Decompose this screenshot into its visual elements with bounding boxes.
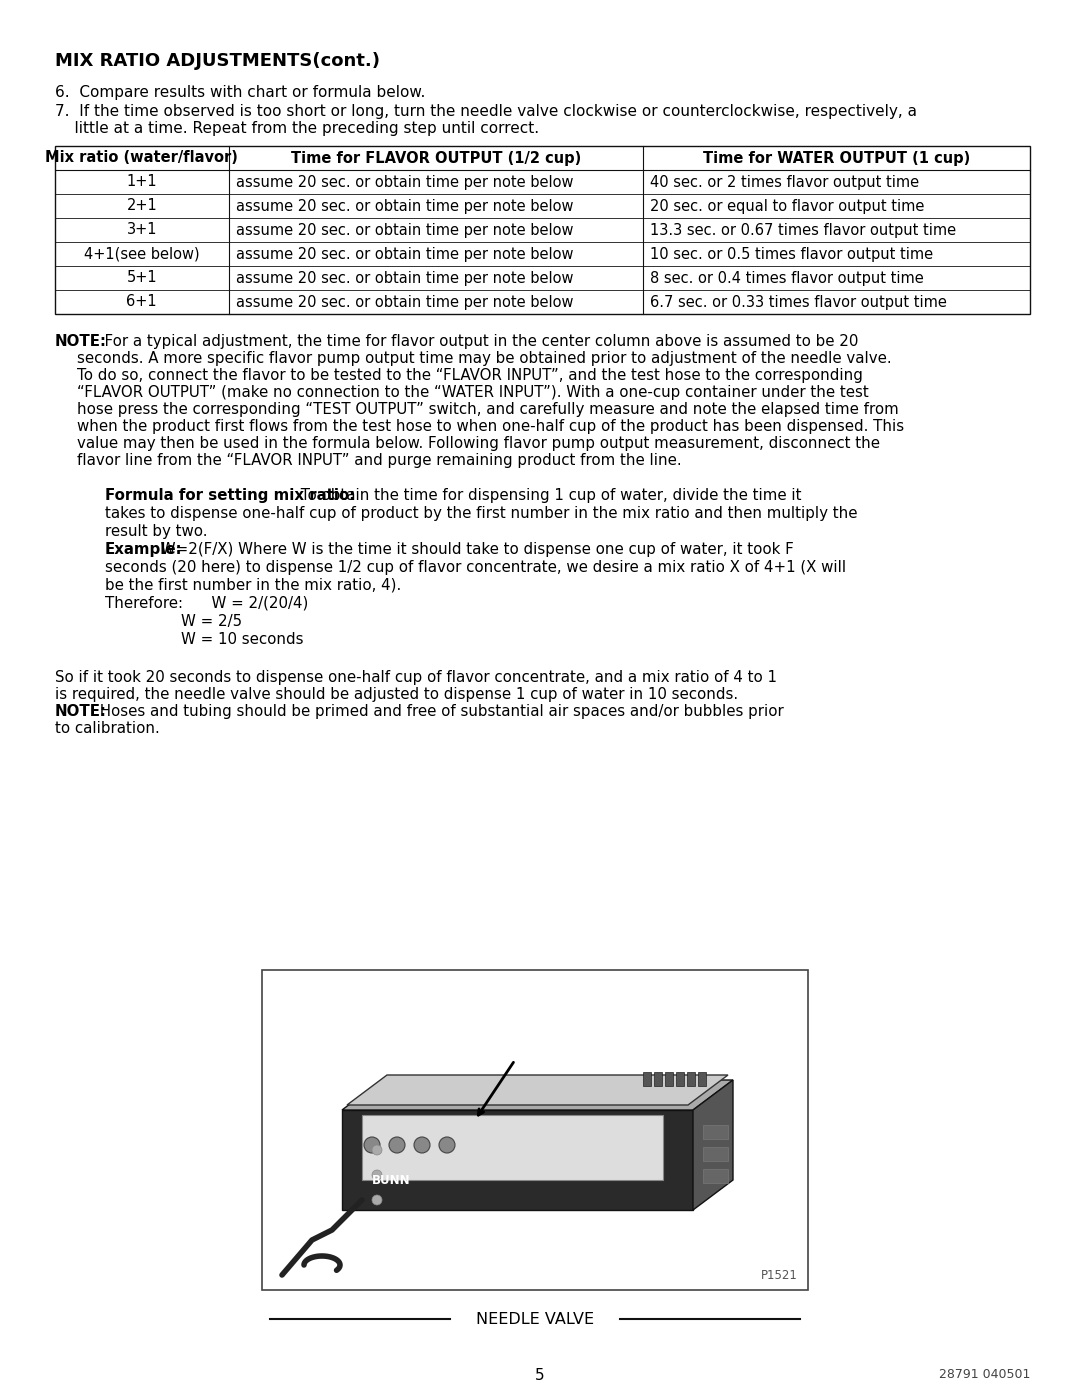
Text: 1+1: 1+1	[126, 175, 157, 190]
Text: 40 sec. or 2 times flavor output time: 40 sec. or 2 times flavor output time	[650, 175, 919, 190]
Text: To do so, connect the flavor to be tested to the “FLAVOR INPUT”, and the test ho: To do so, connect the flavor to be teste…	[77, 367, 863, 383]
Text: NOTE:: NOTE:	[55, 334, 107, 349]
Text: 6+1: 6+1	[126, 295, 157, 310]
Text: W = 2/5: W = 2/5	[105, 615, 242, 629]
Circle shape	[389, 1137, 405, 1153]
Text: flavor line from the “FLAVOR INPUT” and purge remaining product from the line.: flavor line from the “FLAVOR INPUT” and …	[77, 453, 681, 468]
Circle shape	[364, 1137, 380, 1153]
Text: 8 sec. or 0.4 times flavor output time: 8 sec. or 0.4 times flavor output time	[650, 271, 923, 285]
Text: assume 20 sec. or obtain time per note below: assume 20 sec. or obtain time per note b…	[235, 175, 573, 190]
Text: “FLAVOR OUTPUT” (make no connection to the “WATER INPUT”). With a one-cup contai: “FLAVOR OUTPUT” (make no connection to t…	[77, 386, 868, 400]
Text: takes to dispense one-half cup of product by the first number in the mix ratio a: takes to dispense one-half cup of produc…	[105, 506, 858, 521]
Bar	[643, 1071, 651, 1085]
Text: assume 20 sec. or obtain time per note below: assume 20 sec. or obtain time per note b…	[235, 246, 573, 261]
Text: result by two.: result by two.	[105, 524, 207, 539]
Text: P1521: P1521	[761, 1268, 798, 1282]
Text: Therefore:      W = 2/(20/4): Therefore: W = 2/(20/4)	[105, 597, 309, 610]
Text: Example:: Example:	[105, 542, 183, 557]
Circle shape	[438, 1137, 455, 1153]
Bar	[698, 1071, 706, 1085]
Text: assume 20 sec. or obtain time per note below: assume 20 sec. or obtain time per note b…	[235, 295, 573, 310]
Circle shape	[372, 1146, 382, 1155]
Text: 6.7 sec. or 0.33 times flavor output time: 6.7 sec. or 0.33 times flavor output tim…	[650, 295, 947, 310]
Text: assume 20 sec. or obtain time per note below: assume 20 sec. or obtain time per note b…	[235, 222, 573, 237]
Text: when the product first flows from the test hose to when one-half cup of the prod: when the product first flows from the te…	[77, 419, 904, 434]
Bar	[703, 1169, 728, 1183]
Text: NEEDLE VALVE: NEEDLE VALVE	[476, 1312, 594, 1327]
Text: 3+1: 3+1	[126, 222, 157, 237]
Text: 10 sec. or 0.5 times flavor output time: 10 sec. or 0.5 times flavor output time	[650, 246, 933, 261]
Bar	[55, 147, 1030, 314]
Text: 5: 5	[536, 1368, 544, 1383]
Polygon shape	[347, 1076, 728, 1105]
Text: Hoses and tubing should be primed and free of substantial air spaces and/or bubb: Hoses and tubing should be primed and fr…	[95, 704, 784, 719]
Text: 6.  Compare results with chart or formula below.: 6. Compare results with chart or formula…	[55, 85, 426, 101]
Text: little at a time. Repeat from the preceding step until correct.: little at a time. Repeat from the preced…	[55, 122, 539, 136]
Text: W=2(F/X) Where W is the time it should take to dispense one cup of water, it too: W=2(F/X) Where W is the time it should t…	[156, 542, 794, 557]
Text: W = 10 seconds: W = 10 seconds	[105, 631, 303, 647]
Text: hose press the corresponding “TEST OUTPUT” switch, and carefully measure and not: hose press the corresponding “TEST OUTPU…	[77, 402, 899, 416]
Text: Time for FLAVOR OUTPUT (1/2 cup): Time for FLAVOR OUTPUT (1/2 cup)	[291, 151, 581, 165]
Text: 28791 040501: 28791 040501	[939, 1368, 1030, 1382]
Circle shape	[372, 1194, 382, 1206]
Text: To obtain the time for dispensing 1 cup of water, divide the time it: To obtain the time for dispensing 1 cup …	[296, 488, 801, 503]
Text: 4+1(see below): 4+1(see below)	[84, 246, 200, 261]
Circle shape	[414, 1137, 430, 1153]
Polygon shape	[362, 1115, 663, 1180]
Circle shape	[372, 1171, 382, 1180]
Bar	[703, 1147, 728, 1161]
Bar	[676, 1071, 684, 1085]
Polygon shape	[342, 1080, 733, 1111]
Bar	[665, 1071, 673, 1085]
Bar	[703, 1125, 728, 1139]
Text: BUNN: BUNN	[372, 1173, 410, 1186]
Text: MIX RATIO ADJUSTMENTS(cont.): MIX RATIO ADJUSTMENTS(cont.)	[55, 52, 380, 70]
Text: 5+1: 5+1	[126, 271, 157, 285]
Text: 2+1: 2+1	[126, 198, 158, 214]
Text: be the first number in the mix ratio, 4).: be the first number in the mix ratio, 4)…	[105, 578, 402, 592]
Text: So if it took 20 seconds to dispense one-half cup of flavor concentrate, and a m: So if it took 20 seconds to dispense one…	[55, 671, 777, 685]
Text: NOTE:: NOTE:	[55, 704, 107, 719]
Text: 20 sec. or equal to flavor output time: 20 sec. or equal to flavor output time	[650, 198, 924, 214]
Bar	[654, 1071, 662, 1085]
Polygon shape	[693, 1080, 733, 1210]
Text: to calibration.: to calibration.	[55, 721, 160, 736]
Text: value may then be used in the formula below. Following flavor pump output measur: value may then be used in the formula be…	[77, 436, 880, 451]
Text: assume 20 sec. or obtain time per note below: assume 20 sec. or obtain time per note b…	[235, 271, 573, 285]
Text: 13.3 sec. or 0.67 times flavor output time: 13.3 sec. or 0.67 times flavor output ti…	[650, 222, 956, 237]
Text: assume 20 sec. or obtain time per note below: assume 20 sec. or obtain time per note b…	[235, 198, 573, 214]
Text: is required, the needle valve should be adjusted to dispense 1 cup of water in 1: is required, the needle valve should be …	[55, 687, 738, 703]
Text: Time for WATER OUTPUT (1 cup): Time for WATER OUTPUT (1 cup)	[703, 151, 970, 165]
Bar	[262, 970, 808, 1289]
Polygon shape	[342, 1111, 693, 1210]
Text: seconds (20 here) to dispense 1/2 cup of flavor concentrate, we desire a mix rat: seconds (20 here) to dispense 1/2 cup of…	[105, 560, 846, 576]
Bar	[687, 1071, 696, 1085]
Text: Mix ratio (water/flavor): Mix ratio (water/flavor)	[45, 151, 239, 165]
Text: For a typical adjustment, the time for flavor output in the center column above : For a typical adjustment, the time for f…	[95, 334, 859, 349]
Text: Formula for setting mix ratio:: Formula for setting mix ratio:	[105, 488, 355, 503]
Text: 7.  If the time observed is too short or long, turn the needle valve clockwise o: 7. If the time observed is too short or …	[55, 103, 917, 119]
Text: seconds. A more specific flavor pump output time may be obtained prior to adjust: seconds. A more specific flavor pump out…	[77, 351, 892, 366]
